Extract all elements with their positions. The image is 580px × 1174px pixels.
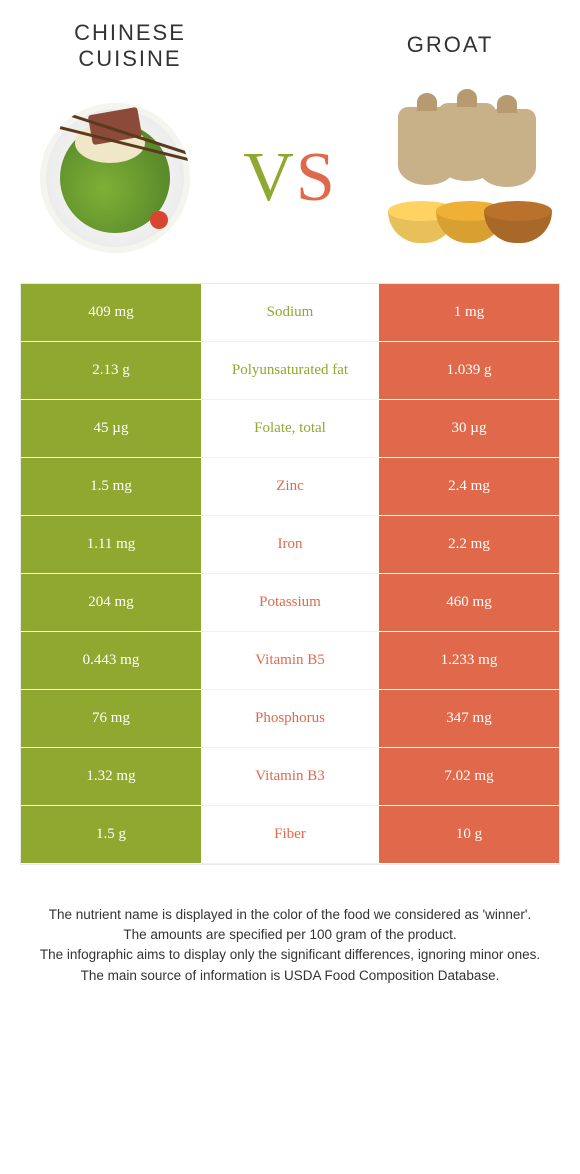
vs-s-letter: S <box>296 139 337 216</box>
left-value: 1.11 mg <box>21 516 201 574</box>
left-value: 76 mg <box>21 690 201 748</box>
nutrient-label: Phosphorus <box>201 690 379 748</box>
table-row: 1.11 mgIron2.2 mg <box>21 516 559 574</box>
nutrient-label: Iron <box>201 516 379 574</box>
right-value: 10 g <box>379 806 559 864</box>
footer-line: The amounts are specified per 100 gram o… <box>30 925 550 945</box>
right-value: 7.02 mg <box>379 748 559 806</box>
left-value: 2.13 g <box>21 342 201 400</box>
left-food-image <box>30 103 200 253</box>
left-value: 1.5 g <box>21 806 201 864</box>
nutrient-label: Zinc <box>201 458 379 516</box>
footer-line: The nutrient name is displayed in the co… <box>30 905 550 925</box>
right-value: 30 µg <box>379 400 559 458</box>
right-food-title: GROAT <box>360 20 540 73</box>
nutrient-label: Vitamin B5 <box>201 632 379 690</box>
table-row: 409 mgSodium1 mg <box>21 284 559 342</box>
vs-v-letter: V <box>243 139 296 216</box>
nutrient-label: Potassium <box>201 574 379 632</box>
table-row: 76 mgPhosphorus347 mg <box>21 690 559 748</box>
table-row: 0.443 mgVitamin B51.233 mg <box>21 632 559 690</box>
table-row: 2.13 gPolyunsaturated fat1.039 g <box>21 342 559 400</box>
nutrient-label: Polyunsaturated fat <box>201 342 379 400</box>
nutrient-label: Vitamin B3 <box>201 748 379 806</box>
right-value: 1.233 mg <box>379 632 559 690</box>
footer-line: The main source of information is USDA F… <box>30 966 550 986</box>
left-value: 45 µg <box>21 400 201 458</box>
table-row: 1.5 gFiber10 g <box>21 806 559 864</box>
table-row: 45 µgFolate, total30 µg <box>21 400 559 458</box>
nutrient-label: Sodium <box>201 284 379 342</box>
left-value: 0.443 mg <box>21 632 201 690</box>
table-row: 1.5 mgZinc2.4 mg <box>21 458 559 516</box>
left-value: 204 mg <box>21 574 201 632</box>
left-value: 409 mg <box>21 284 201 342</box>
right-value: 1 mg <box>379 284 559 342</box>
nutrient-label: Folate, total <box>201 400 379 458</box>
right-value: 460 mg <box>379 574 559 632</box>
left-value: 1.5 mg <box>21 458 201 516</box>
images-row: VS <box>0 83 580 283</box>
right-value: 2.2 mg <box>379 516 559 574</box>
table-row: 1.32 mgVitamin B37.02 mg <box>21 748 559 806</box>
vs-label: VS <box>243 138 337 218</box>
comparison-table: 409 mgSodium1 mg2.13 gPolyunsaturated fa… <box>20 283 560 865</box>
nutrient-label: Fiber <box>201 806 379 864</box>
right-value: 347 mg <box>379 690 559 748</box>
footer-line: The infographic aims to display only the… <box>30 945 550 965</box>
footer-notes: The nutrient name is displayed in the co… <box>0 865 580 986</box>
left-value: 1.32 mg <box>21 748 201 806</box>
right-food-image <box>380 103 550 253</box>
table-row: 204 mgPotassium460 mg <box>21 574 559 632</box>
right-value: 1.039 g <box>379 342 559 400</box>
left-food-title: CHINESE CUISINE <box>40 20 220 73</box>
right-value: 2.4 mg <box>379 458 559 516</box>
header: CHINESE CUISINE GROAT <box>0 0 580 83</box>
